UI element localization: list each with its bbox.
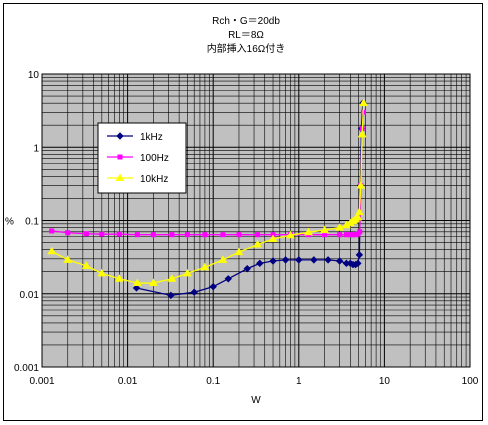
legend-marker [117, 154, 123, 160]
data-point [148, 278, 158, 287]
data-point [116, 231, 122, 237]
legend-label: 10kHz [140, 174, 168, 185]
x-tick-label: 0.01 [118, 376, 138, 387]
data-point [82, 261, 91, 269]
data-point [255, 232, 261, 238]
data-point [47, 246, 57, 255]
data-point [234, 247, 244, 256]
data-point [359, 98, 368, 107]
data-point [322, 232, 328, 238]
data-point [63, 255, 73, 263]
series-100Hz [49, 109, 367, 238]
data-point [350, 232, 356, 238]
data-point [357, 229, 363, 235]
legend-marker [115, 173, 125, 181]
legend-label: 100Hz [140, 153, 169, 164]
data-point [286, 230, 295, 239]
data-point [134, 232, 140, 238]
legend-marker [116, 132, 124, 140]
data-point [256, 259, 264, 268]
x-tick-label: 0.1 [206, 376, 220, 387]
chart-title-line-1: Rch・G＝20db [212, 16, 280, 27]
data-point [169, 232, 175, 238]
data-point [310, 256, 318, 264]
chart-title-line-2: RL＝8Ω [228, 30, 264, 41]
data-point [209, 282, 217, 291]
data-point [335, 223, 345, 231]
x-tick-label: 100 [462, 376, 479, 387]
x-tick-label: 10 [379, 376, 391, 387]
data-point [202, 232, 208, 238]
data-point [324, 256, 332, 264]
data-point [354, 259, 362, 268]
data-point [268, 234, 278, 242]
data-point [354, 207, 364, 216]
x-axis-label: W [251, 395, 261, 406]
data-point [167, 291, 175, 300]
data-point [269, 257, 277, 265]
data-point [49, 228, 55, 234]
y-tick-label: 1 [33, 143, 39, 154]
chart-svg: 0.001 0.01 0.1 1 10 1001010.10.010.001%W1kHz1… [5, 70, 479, 406]
data-point [132, 284, 141, 292]
y-tick-label: 10 [28, 70, 40, 81]
data-point [337, 232, 343, 238]
data-point [295, 256, 303, 264]
data-point [335, 257, 344, 265]
data-point [183, 268, 192, 277]
data-point [281, 256, 290, 264]
data-point [218, 255, 228, 263]
data-point [320, 225, 329, 234]
legend: 1kHz 100Hz 10kHz [97, 122, 187, 194]
data-point [99, 231, 105, 237]
data-point [184, 232, 190, 238]
chart-frame: Rch・G＝20db RL＝8Ω 内部挿入16Ω付き 0.001 0.01 0.1 1… [3, 3, 483, 421]
y-tick-label: 0.1 [25, 217, 39, 228]
data-point [243, 264, 251, 273]
data-point [83, 231, 89, 237]
data-point [132, 278, 142, 287]
data-point [220, 232, 226, 238]
data-point [97, 268, 107, 277]
data-point [253, 240, 262, 248]
y-tick-label: 0.01 [20, 290, 40, 301]
data-point [150, 232, 156, 238]
series-line [136, 103, 364, 297]
data-point [190, 288, 198, 296]
data-point [167, 274, 177, 282]
y-tick-label: 0.001 [14, 363, 39, 374]
data-point [304, 227, 313, 236]
data-point [65, 230, 71, 236]
data-point [357, 129, 367, 138]
data-point [347, 232, 353, 238]
x-tick-label: 0.001 [29, 376, 54, 387]
y-axis-label: % [5, 217, 14, 228]
series-10kHz [47, 98, 368, 287]
data-point [236, 232, 242, 238]
data-point [356, 181, 366, 189]
chart-title-line-3: 内部挿入16Ω付き [206, 44, 286, 55]
data-point [114, 274, 124, 282]
data-point [353, 212, 363, 221]
legend-box [97, 122, 187, 194]
data-point [343, 232, 349, 238]
data-point [200, 262, 210, 271]
legend-label: 1kHz [140, 132, 163, 143]
data-point [355, 251, 364, 259]
x-tick-label: 1 [296, 376, 302, 387]
data-point [224, 275, 232, 283]
